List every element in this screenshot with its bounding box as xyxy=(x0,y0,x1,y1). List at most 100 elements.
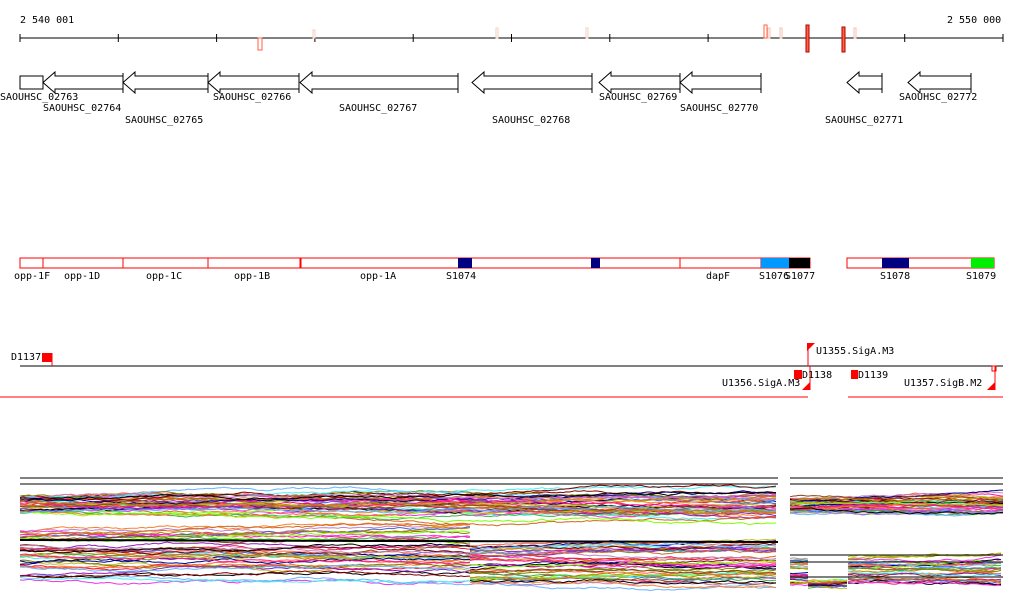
ruler-marker[interactable] xyxy=(585,27,589,39)
segment-label: opp-1F xyxy=(14,271,50,282)
expression-line xyxy=(469,571,777,582)
segment-label: opp-1C xyxy=(146,271,182,282)
ruler-marker[interactable] xyxy=(805,24,810,53)
expression-line xyxy=(19,490,777,499)
expression-line xyxy=(19,570,471,579)
gene-box[interactable] xyxy=(19,75,44,90)
expression-line xyxy=(19,553,471,565)
expression-line xyxy=(847,570,1002,577)
expression-line xyxy=(469,554,777,566)
segment-track: opp-1F opp-1D opp-1C opp-1B opp-1A S1074 dapF S… xyxy=(14,257,996,282)
expression-line xyxy=(19,491,777,501)
segment-block[interactable] xyxy=(458,258,472,268)
segment-label: S1076 xyxy=(759,271,789,282)
expression-line xyxy=(20,504,777,515)
ruler-marker[interactable] xyxy=(853,27,857,39)
ruler-end-label: 2 550 000 xyxy=(947,15,1001,26)
expression-line xyxy=(847,577,1002,584)
feature-marker[interactable] xyxy=(42,353,52,362)
feature-marker[interactable] xyxy=(794,370,802,379)
expression-line xyxy=(19,565,471,577)
gene-SAOUHSC_02764[interactable]: SAOUHSC_02764 xyxy=(42,70,124,114)
feature-label: D1137 xyxy=(11,352,41,363)
feature-label: D1139 xyxy=(858,370,888,381)
segment-block[interactable] xyxy=(971,258,994,268)
ruler-marker[interactable] xyxy=(841,26,846,53)
gene-arrow[interactable] xyxy=(679,70,762,95)
gene-SAOUHSC_02767[interactable]: SAOUHSC_02767 xyxy=(299,70,459,114)
gene-arrow[interactable] xyxy=(907,70,972,95)
expression-line xyxy=(19,508,777,518)
expression-line xyxy=(19,490,777,505)
expression-line xyxy=(19,526,471,536)
gene-SAOUHSC_02769[interactable]: SAOUHSC_02769 xyxy=(598,70,681,103)
gene-SAOUHSC_02772[interactable]: SAOUHSC_02772 xyxy=(899,70,977,103)
expression-line xyxy=(847,566,1002,572)
segment-block[interactable] xyxy=(882,258,909,268)
expression-line xyxy=(20,511,777,526)
expression-line xyxy=(19,505,777,527)
gene-label: SAOUHSC_02769 xyxy=(599,92,677,103)
segment-label: opp-1A xyxy=(360,271,396,282)
expression-line xyxy=(19,539,779,543)
expression-line xyxy=(469,581,777,592)
gene-arrow[interactable] xyxy=(598,70,681,95)
promoter-marker[interactable] xyxy=(807,343,815,351)
feature-marker[interactable] xyxy=(991,365,997,372)
gene-SAOUHSC_02768[interactable]: SAOUHSC_02768 xyxy=(471,70,593,126)
ruler-marker[interactable] xyxy=(767,27,771,39)
expression-line xyxy=(789,511,1003,516)
gene-arrow[interactable] xyxy=(299,70,459,95)
segment-block[interactable] xyxy=(789,258,810,268)
expression-line xyxy=(789,501,1004,507)
expression-line xyxy=(19,530,471,538)
gene-arrow[interactable] xyxy=(207,70,300,95)
segment-label: S1074 xyxy=(446,271,476,282)
segment-block[interactable] xyxy=(591,258,600,268)
expression-line xyxy=(790,565,809,568)
expression-line xyxy=(469,548,777,558)
expression-line xyxy=(789,572,809,575)
gene-SAOUHSC_02766[interactable]: SAOUHSC_02766 xyxy=(207,70,300,103)
gene-arrow[interactable] xyxy=(122,70,209,95)
gene-SAOUHSC_02765[interactable]: SAOUHSC_02765 xyxy=(122,70,209,126)
expression-line xyxy=(848,579,1002,586)
expression-line xyxy=(469,579,777,585)
gene-label: SAOUHSC_02770 xyxy=(680,103,758,114)
expression-line xyxy=(789,580,809,584)
gene-SAOUHSC_02770[interactable]: SAOUHSC_02770 xyxy=(679,70,762,114)
expression-line xyxy=(807,578,848,582)
expression-plots xyxy=(19,477,1004,592)
gene-SAOUHSC_02771[interactable]: SAOUHSC_02771 xyxy=(825,70,903,126)
ruler-marker[interactable] xyxy=(763,24,768,39)
ruler-marker[interactable] xyxy=(257,37,263,51)
expression-line xyxy=(19,552,471,560)
expression-line xyxy=(469,550,777,561)
gene-SAOUHSC_02763[interactable]: SAOUHSC_02763 xyxy=(0,75,78,103)
ruler-marker[interactable] xyxy=(495,27,499,39)
expression-line xyxy=(847,559,1002,569)
expression-line xyxy=(19,558,471,569)
expression-line xyxy=(469,568,777,575)
segment-block[interactable] xyxy=(761,258,789,268)
expression-line xyxy=(469,560,777,568)
feature-label: U1355.SigA.M3 xyxy=(816,346,894,357)
ruler-marker[interactable] xyxy=(779,27,783,39)
feature-marker[interactable] xyxy=(851,370,858,379)
ruler-marker[interactable] xyxy=(312,29,316,39)
coordinate-ruler: 2 540 001 2 550 000 xyxy=(19,15,1004,53)
expression-line xyxy=(789,557,809,560)
expression-line xyxy=(19,492,776,502)
promoter-marker[interactable] xyxy=(987,382,995,390)
gene-label: SAOUHSC_02764 xyxy=(43,103,121,114)
gene-arrow[interactable] xyxy=(846,70,883,95)
gene-arrow[interactable] xyxy=(42,70,124,95)
expression-line xyxy=(19,542,471,554)
expression-line xyxy=(19,544,471,555)
gene-arrow[interactable] xyxy=(471,70,593,95)
feature-label: U1356.SigA.M3 xyxy=(722,378,800,389)
promoter-marker[interactable] xyxy=(802,382,810,390)
